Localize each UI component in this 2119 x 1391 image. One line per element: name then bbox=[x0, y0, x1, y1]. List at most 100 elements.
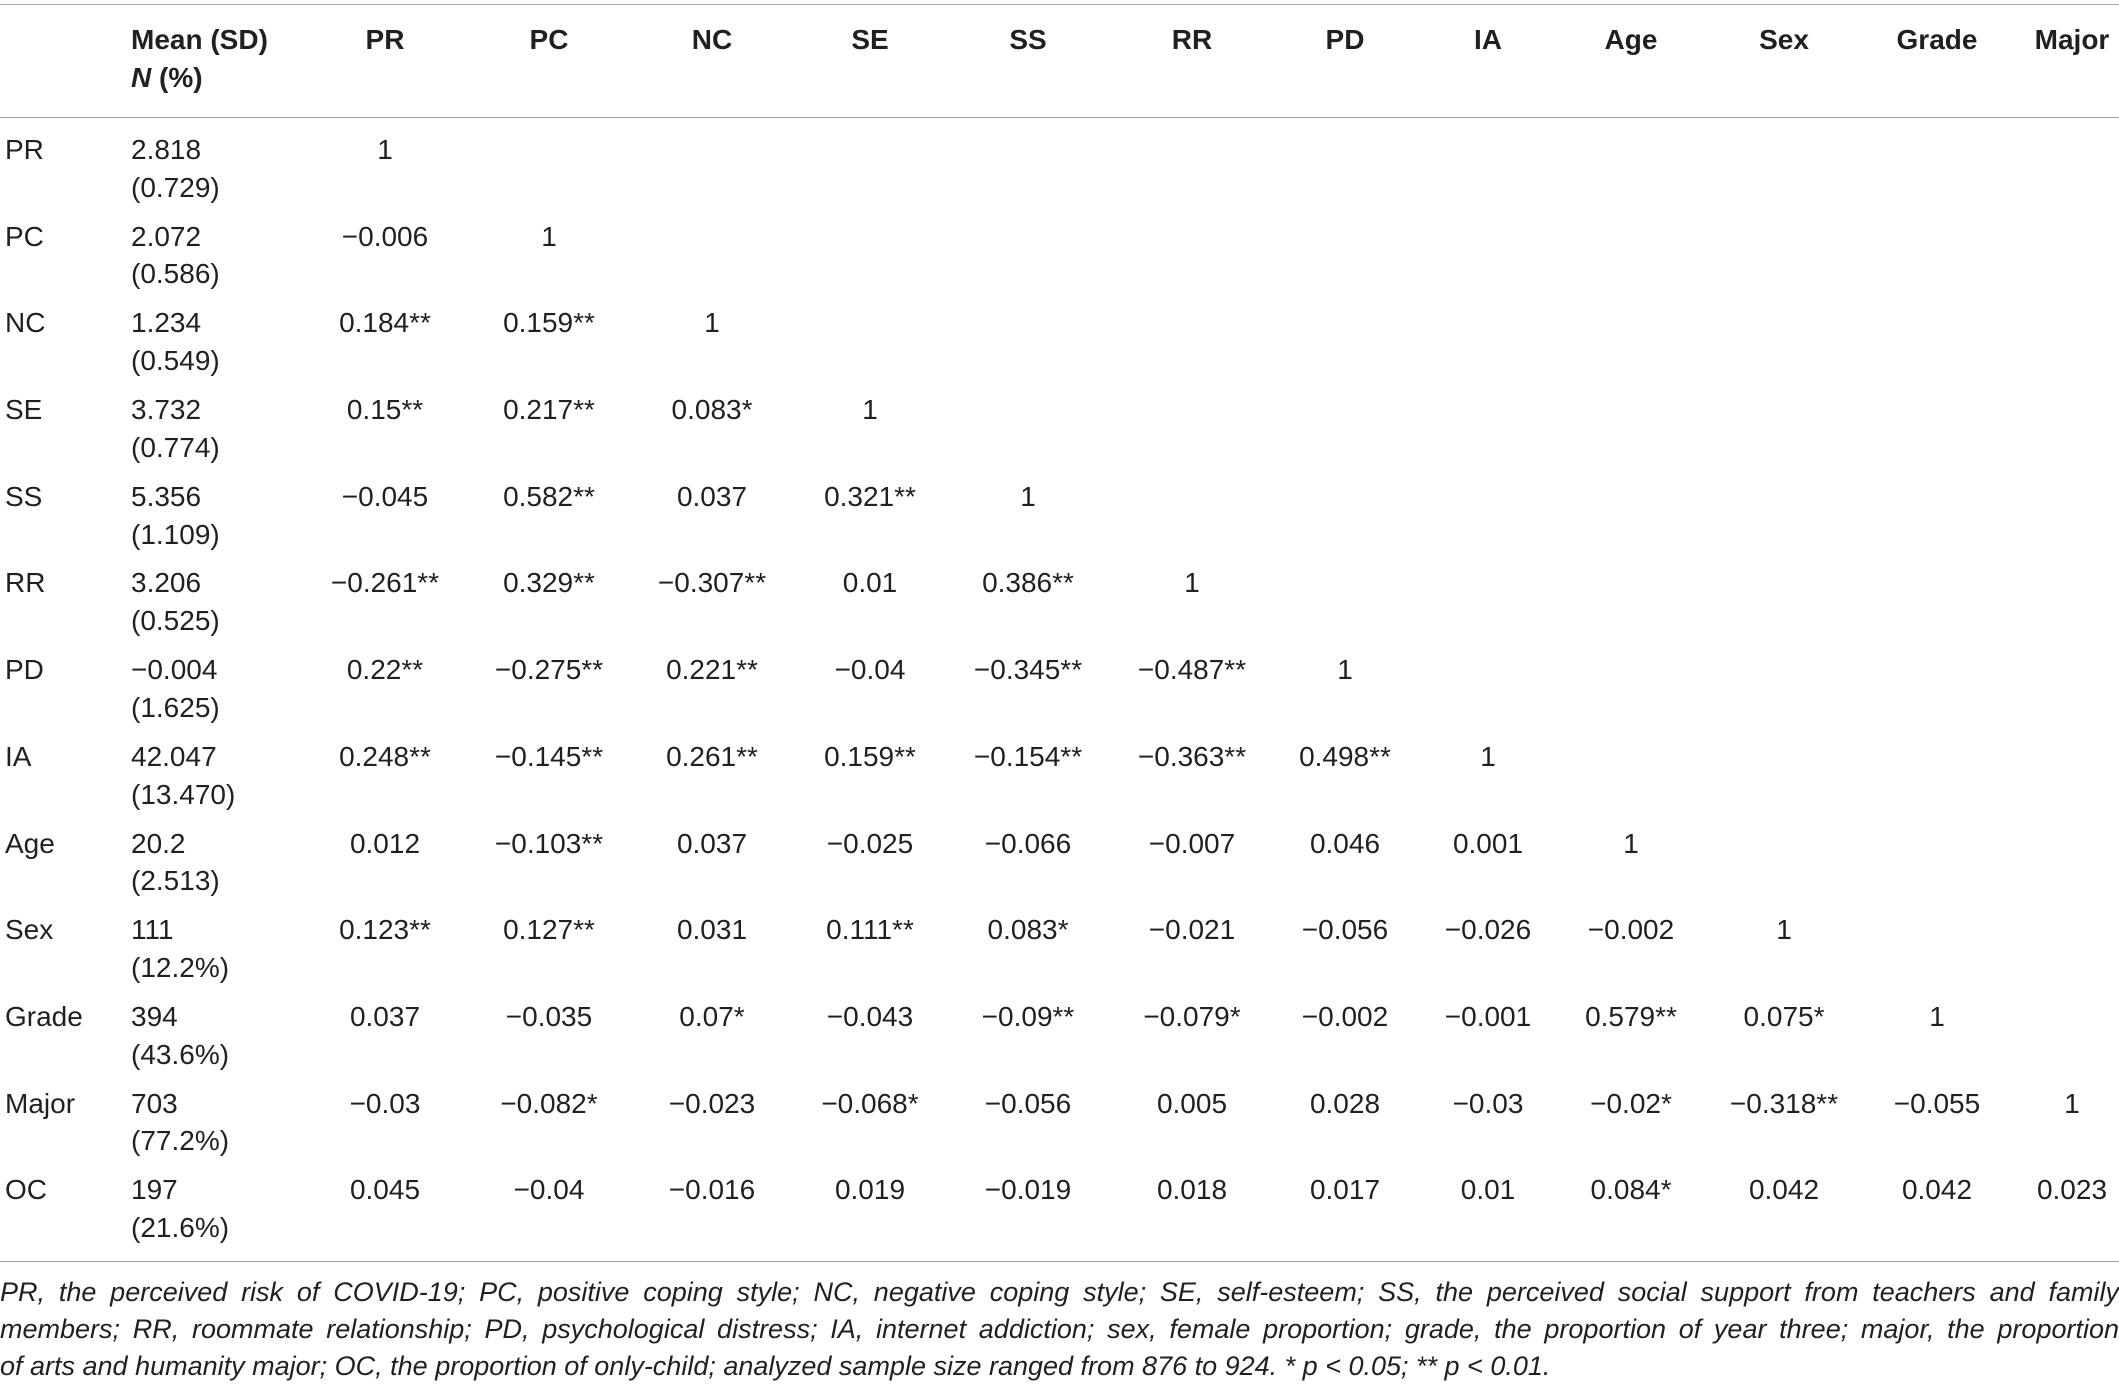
cell-se-nc: 0.083* bbox=[671, 394, 753, 426]
row-label: PR bbox=[5, 134, 44, 165]
cell-se-pr: 0.15** bbox=[346, 394, 424, 426]
row-label: IA bbox=[5, 740, 32, 772]
cell-nc-nc: 1 bbox=[704, 307, 720, 339]
cell-ia-se: 0.159** bbox=[824, 740, 916, 772]
header-pct-symbol: (%) bbox=[159, 62, 203, 93]
cell-pd-rr: −0.487** bbox=[1137, 654, 1247, 686]
cell-oc-nc: −0.016 bbox=[668, 1174, 756, 1206]
cell-major-pc: −0.082* bbox=[500, 1087, 598, 1119]
header-mean-sd-label: Mean (SD) bbox=[131, 24, 268, 55]
cell-rr-pc: 0.329** bbox=[503, 567, 595, 599]
cell-grade-grade: 1 bbox=[1929, 1000, 1945, 1032]
mean-value: 20.2 bbox=[131, 827, 186, 859]
footnote-line: members; RR, roommate relationship; PD, … bbox=[0, 1313, 2119, 1344]
cell-major-grade: −0.055 bbox=[1893, 1087, 1981, 1119]
table-row-rr: RR 3.206 (0.525) −0.261** 0.329** −0.307… bbox=[0, 559, 2119, 646]
n-value: 703 bbox=[131, 1087, 178, 1119]
cell-grade-rr: −0.079* bbox=[1143, 1000, 1241, 1032]
pct-value: (77.2%) bbox=[131, 1125, 230, 1157]
cell-major-major: 1 bbox=[2064, 1087, 2080, 1119]
cell-nc-pc: 0.159** bbox=[503, 307, 595, 339]
cell-grade-sex: 0.075* bbox=[1743, 1000, 1825, 1032]
cell-grade-ia: −0.001 bbox=[1444, 1000, 1532, 1032]
row-label: Grade bbox=[5, 1000, 83, 1032]
mean-cell: 5.356 (1.109) bbox=[131, 478, 285, 554]
cell-grade-ss: −0.09** bbox=[981, 1000, 1075, 1032]
mean-value: 2.072 bbox=[131, 220, 202, 252]
col-header-pc: PC bbox=[529, 24, 569, 55]
cell-major-pr: −0.03 bbox=[349, 1087, 421, 1119]
cell-pd-ss: −0.345** bbox=[973, 654, 1083, 686]
cell-oc-rr: 0.018 bbox=[1156, 1174, 1228, 1206]
mean-cell: 3.206 (0.525) bbox=[131, 564, 285, 640]
table-row-nc: NC 1.234 (0.549) 0.184** 0.159** 1 bbox=[0, 299, 2119, 386]
mean-value: −0.004 bbox=[131, 654, 218, 686]
mean-cell: −0.004 (1.625) bbox=[131, 651, 285, 727]
pct-value: (12.2%) bbox=[131, 951, 230, 983]
cell-pd-pc: −0.275** bbox=[494, 654, 604, 686]
pct-value: (43.6%) bbox=[131, 1038, 230, 1070]
cell-major-pd: 0.028 bbox=[1309, 1087, 1381, 1119]
table-row-ss: SS 5.356 (1.109) −0.045 0.582** 0.037 0.… bbox=[0, 472, 2119, 559]
cell-sex-se: 0.111** bbox=[826, 914, 914, 946]
cell-major-rr: 0.005 bbox=[1156, 1087, 1228, 1119]
cell-ia-ia: 1 bbox=[1480, 740, 1496, 772]
cell-ia-ss: −0.154** bbox=[973, 740, 1083, 772]
col-header-grade: Grade bbox=[1896, 24, 1978, 55]
cell-ia-pr: 0.248** bbox=[339, 740, 431, 772]
col-header-ss: SS bbox=[1009, 24, 1047, 55]
mean-cell: 3.732 (0.774) bbox=[131, 391, 285, 467]
n-value: 197 bbox=[131, 1174, 178, 1206]
cell-sex-pr: 0.123** bbox=[339, 914, 431, 946]
cell-major-nc: −0.023 bbox=[668, 1087, 756, 1119]
col-header-major: Major bbox=[2034, 24, 2110, 55]
cell-major-ss: −0.056 bbox=[984, 1087, 1072, 1119]
cell-pr-pr: 1 bbox=[377, 134, 393, 165]
n-value: 394 bbox=[131, 1000, 178, 1032]
cell-rr-rr: 1 bbox=[1184, 567, 1200, 599]
sd-value: (0.729) bbox=[131, 171, 220, 203]
cell-oc-sex: 0.042 bbox=[1748, 1174, 1820, 1206]
table-row-pr: PR 2.818 (0.729) 1 bbox=[0, 118, 2119, 212]
table-row-se: SE 3.732 (0.774) 0.15** 0.217** 0.083* 1 bbox=[0, 386, 2119, 473]
cell-ss-nc: 0.037 bbox=[676, 480, 748, 512]
cell-pc-pr: −0.006 bbox=[341, 220, 429, 252]
header-n-symbol: N bbox=[131, 62, 152, 93]
table-row-ia: IA 42.047 (13.470) 0.248** −0.145** 0.26… bbox=[0, 732, 2119, 819]
cell-grade-se: −0.043 bbox=[826, 1000, 914, 1032]
cell-pd-pd: 1 bbox=[1337, 654, 1353, 686]
cell-age-se: −0.025 bbox=[826, 827, 914, 859]
mean-value: 42.047 bbox=[131, 740, 217, 772]
cell-oc-grade: 0.042 bbox=[1901, 1174, 1973, 1206]
cell-pd-se: −0.04 bbox=[834, 654, 906, 686]
footnote-line: of arts and humanity major; OC, the prop… bbox=[0, 1350, 1551, 1381]
cell-se-pc: 0.217** bbox=[503, 394, 595, 426]
mean-cell: 2.818 (0.729) bbox=[131, 131, 285, 207]
cell-sex-ss: 0.083* bbox=[987, 914, 1069, 946]
table-row-grade: Grade 394 (43.6%) 0.037 −0.035 0.07* −0.… bbox=[0, 992, 2119, 1079]
mean-value: 5.356 bbox=[131, 480, 202, 512]
footnote-line: PR, the perceived risk of COVID-19; PC, … bbox=[0, 1276, 2119, 1307]
cell-oc-age: 0.084* bbox=[1590, 1174, 1672, 1206]
mean-cell: 111 (12.2%) bbox=[131, 911, 285, 987]
cell-oc-pd: 0.017 bbox=[1309, 1174, 1381, 1206]
col-header-pd: PD bbox=[1325, 24, 1365, 55]
cell-rr-se: 0.01 bbox=[842, 567, 898, 599]
mean-cell: 2.072 (0.586) bbox=[131, 218, 285, 294]
sd-value: (13.470) bbox=[131, 778, 236, 810]
cell-grade-nc: 0.07* bbox=[679, 1000, 745, 1032]
mean-cell: 703 (77.2%) bbox=[131, 1085, 285, 1161]
sd-value: (0.774) bbox=[131, 431, 220, 463]
cell-sex-nc: 0.031 bbox=[676, 914, 748, 946]
table-row-pd: PD −0.004 (1.625) 0.22** −0.275** 0.221*… bbox=[0, 646, 2119, 733]
cell-ia-pd: 0.498** bbox=[1299, 740, 1391, 772]
cell-ss-pc: 0.582** bbox=[503, 480, 595, 512]
cell-pd-nc: 0.221** bbox=[666, 654, 758, 686]
row-label: PC bbox=[5, 220, 44, 252]
row-label: Major bbox=[5, 1087, 76, 1119]
sd-value: (1.625) bbox=[131, 691, 220, 723]
col-header-pr: PR bbox=[365, 24, 405, 55]
row-label: Age bbox=[5, 827, 55, 859]
row-label: SS bbox=[5, 480, 43, 512]
n-value: 111 bbox=[131, 914, 174, 946]
